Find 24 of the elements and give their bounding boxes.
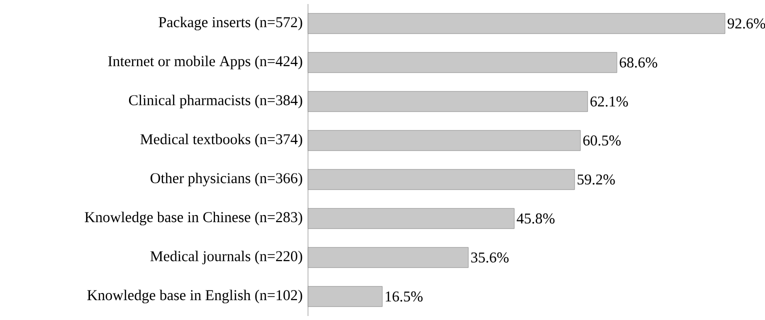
data-label: 60.5% <box>583 135 621 146</box>
y-tick-label: Knowledge base in Chinese (n=283) <box>84 212 302 226</box>
data-label: 59.2% <box>578 174 615 185</box>
bar <box>308 247 469 268</box>
bar <box>308 52 618 73</box>
y-tick-label: Medical journals (n=220) <box>150 250 302 264</box>
y-tick-label: Knowledge base in English (n=102) <box>87 290 302 304</box>
data-label: 45.8% <box>516 213 555 224</box>
data-label: 68.6% <box>620 57 658 68</box>
data-label: 62.1% <box>590 96 628 107</box>
y-tick-label: Clinical pharmacists (n=384) <box>128 94 302 108</box>
bar <box>308 130 581 151</box>
bar <box>308 13 726 34</box>
data-label: 16.5% <box>386 291 423 302</box>
y-tick-label: Package inserts (n=572) <box>158 16 302 30</box>
bar <box>308 91 588 112</box>
bar <box>308 286 383 307</box>
bar <box>308 169 575 190</box>
data-label: 35.6% <box>471 252 509 263</box>
data-label: 92.6% <box>728 18 765 29</box>
y-tick-label: Other physicians (n=366) <box>150 172 302 186</box>
y-tick-label: Internet or mobile Apps (n=424) <box>108 56 302 70</box>
y-tick-label: Medical textbooks (n=374) <box>140 134 302 148</box>
bar <box>308 208 514 229</box>
